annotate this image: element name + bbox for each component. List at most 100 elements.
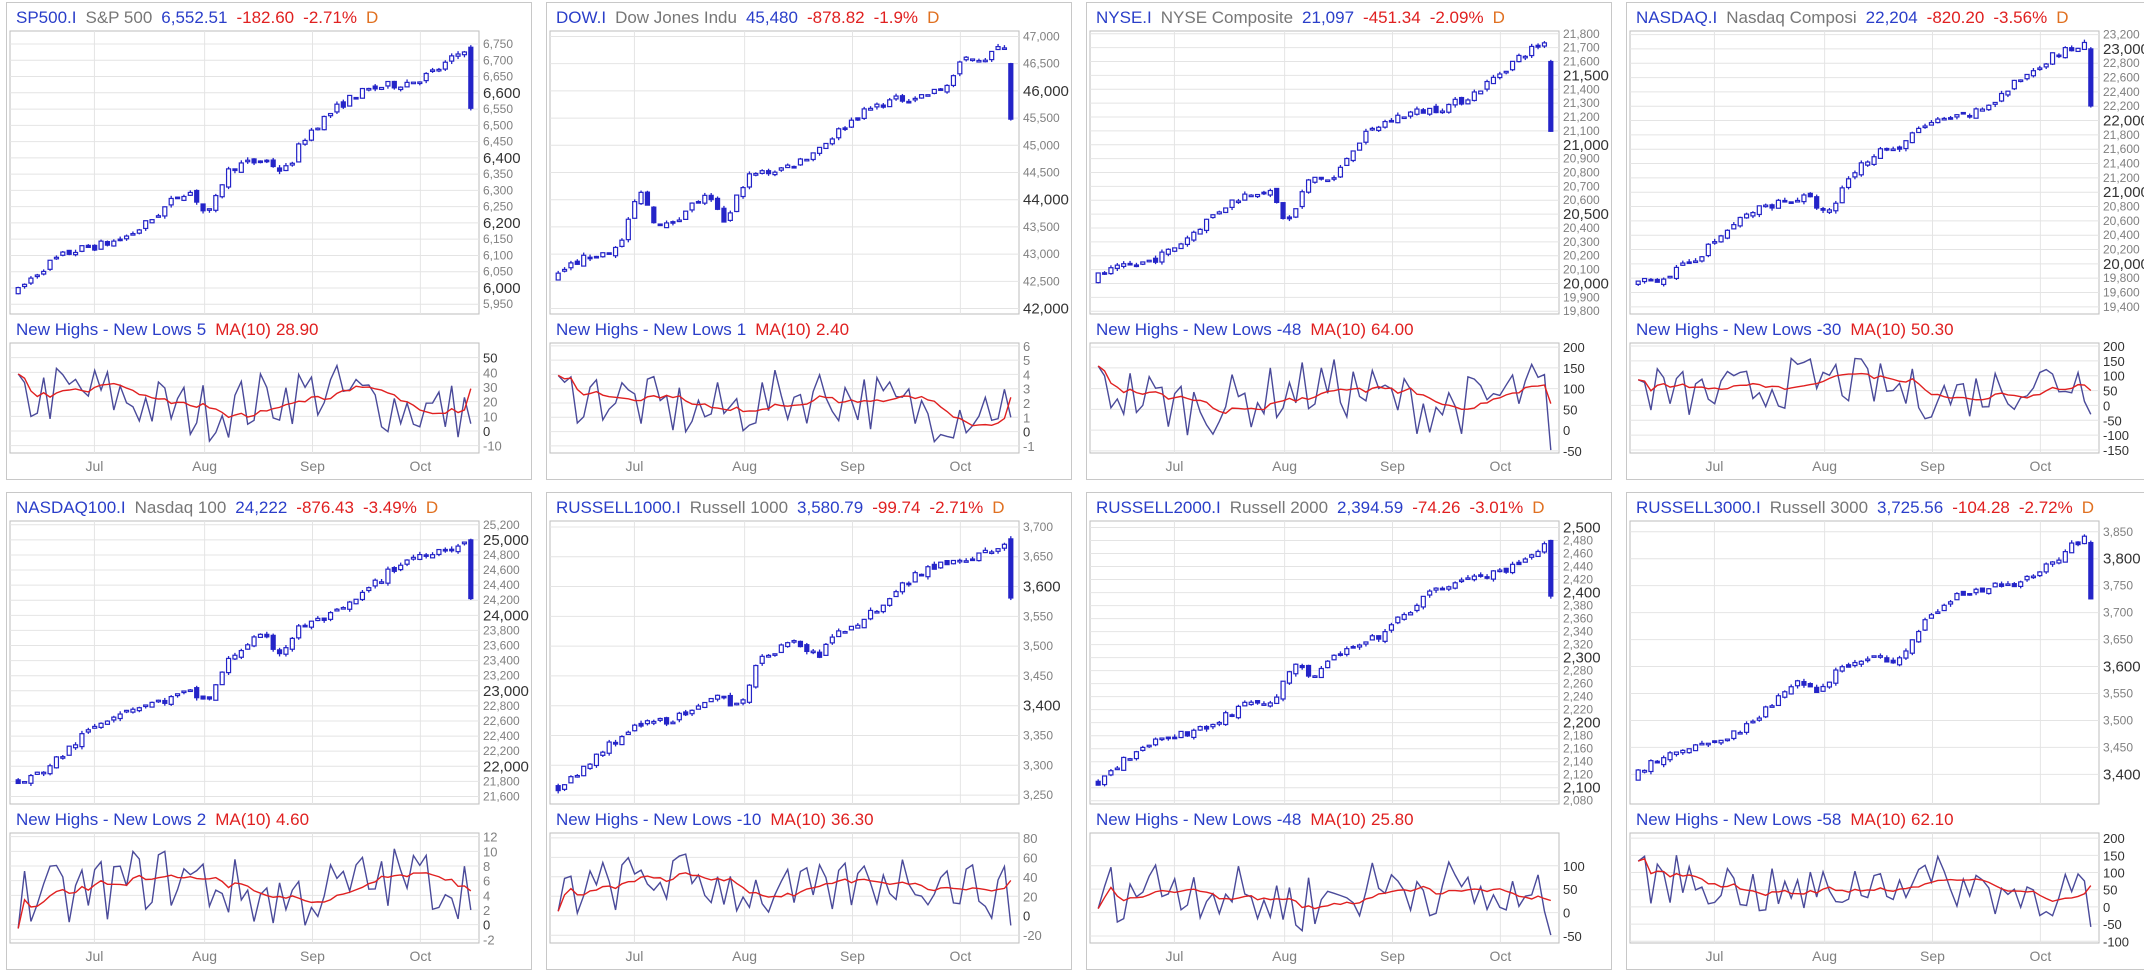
- period-label[interactable]: D: [366, 8, 379, 27]
- candle: [206, 696, 213, 701]
- candle: [619, 735, 625, 746]
- candle: [778, 167, 784, 172]
- candle: [836, 628, 842, 638]
- chart-svg: 21,500 21,000 20,500 20,000 21,80021,70021,6…: [1089, 27, 1609, 474]
- price-tick-label: 22,400: [2103, 85, 2140, 99]
- indicator-header: New Highs - New Lows -10 MA(10) 36.30: [556, 809, 883, 831]
- indicator-label: New Highs - New Lows: [1636, 810, 1812, 829]
- candle: [810, 648, 816, 655]
- candle: [989, 50, 995, 62]
- percent-change: -3.49%: [362, 498, 417, 517]
- candle: [429, 552, 436, 559]
- chart-header: RUSSELL3000.I Russell 3000 3,725.56 -104.28…: [1636, 497, 2103, 519]
- price-tick-label: 3,450: [2103, 740, 2133, 754]
- candle: [1992, 101, 1998, 108]
- price-tick-label: 21,700: [1563, 41, 1600, 55]
- ma-label: MA(10): [215, 320, 271, 339]
- candle: [1680, 749, 1686, 755]
- candle: [931, 88, 937, 95]
- chart-svg: 6,600 6,400 6,200 6,000 6,750 6,700 6,650 6,550…: [9, 30, 521, 474]
- price-tick-label: 2,380: [1563, 599, 1593, 613]
- indicator-tick-label: -50: [1563, 929, 1582, 944]
- candle: [702, 701, 708, 709]
- candle: [1877, 653, 1884, 659]
- chart-panel[interactable]: NYSE.I NYSE Composite 21,097 -451.34 -2.09% D…: [1086, 2, 1612, 480]
- candle: [1763, 203, 1769, 208]
- candle: [187, 190, 193, 197]
- candle: [848, 117, 855, 128]
- chart-panel[interactable]: RUSSELL2000.I Russell 2000 2,394.59 -74.26-…: [1086, 492, 1612, 970]
- period-label[interactable]: D: [425, 498, 439, 517]
- candle: [1973, 107, 1979, 119]
- candle: [861, 618, 867, 629]
- candle: [1794, 197, 1801, 203]
- x-tick-label: Aug: [732, 458, 757, 474]
- index-name: Nasdaq Composi: [1726, 8, 1857, 27]
- period-label[interactable]: D: [1532, 498, 1545, 517]
- candle: [1705, 243, 1711, 258]
- ma-value: 2.40: [815, 320, 850, 339]
- candle: [1535, 549, 1541, 558]
- candle: [315, 127, 321, 131]
- indicator-value: -48: [1276, 810, 1302, 829]
- period-label[interactable]: D: [2081, 498, 2095, 517]
- candle: [53, 255, 60, 260]
- candle: [1503, 70, 1509, 75]
- chart-panel[interactable]: SP500.I S&P 500 6,552.51 -182.60 -2.71% D New …: [6, 2, 532, 480]
- candle: [79, 730, 85, 750]
- index-name: S&P 500: [85, 8, 153, 27]
- candle: [714, 196, 721, 211]
- candle: [1858, 660, 1864, 667]
- indicator-tick-label: 40: [1023, 870, 1037, 885]
- price-tick-label-major: 3,400: [1023, 698, 1061, 715]
- candle: [938, 88, 944, 91]
- candle: [98, 239, 104, 250]
- candle: [219, 671, 225, 686]
- candle: [1712, 740, 1718, 744]
- candle: [1839, 185, 1845, 204]
- indicator-label: New Highs - New Lows: [556, 810, 732, 829]
- price-tick-label-major: 21,000: [1563, 137, 1609, 154]
- candle: [2043, 562, 2049, 574]
- price-tick-label: 20,600: [1563, 193, 1600, 207]
- candle: [1452, 97, 1458, 108]
- indicator-tick-label: 30: [483, 380, 497, 395]
- chart-panel[interactable]: RUSSELL3000.I Russell 3000 3,725.56 -104.28…: [1626, 492, 2144, 970]
- candle: [619, 238, 625, 248]
- symbol-label: RUSSELL3000.I: [1636, 498, 1761, 517]
- price-tick-label: 2,220: [1563, 703, 1593, 717]
- candle: [1673, 751, 1680, 757]
- chart-panel[interactable]: RUSSELL1000.I Russell 1000 3,580.79 -99.74-…: [546, 492, 1072, 970]
- price-tick-label: 45,000: [1023, 138, 1060, 152]
- price-tick-label: 44,500: [1023, 166, 1060, 180]
- candle: [245, 643, 251, 650]
- indicator-tick-label: 200: [2103, 339, 2125, 354]
- candle: [1140, 745, 1146, 752]
- chart-panel[interactable]: DOW.I Dow Jones Indu 45,480 -878.82 -1.9% D Ne…: [546, 2, 1072, 480]
- candle: [1165, 736, 1171, 741]
- period-label[interactable]: D: [1492, 8, 1505, 27]
- chart-panel[interactable]: NASDAQ.I Nasdaq Composi 22,204 -820.20 -3.56…: [1626, 2, 2144, 480]
- candle: [1516, 53, 1522, 63]
- period-label[interactable]: D: [992, 498, 1005, 517]
- candle: [1414, 603, 1420, 613]
- x-tick-label: Jul: [1165, 948, 1183, 964]
- candle: [334, 101, 340, 114]
- candle: [2069, 540, 2075, 554]
- price-tick-label-major: 2,200: [1563, 715, 1601, 732]
- candle: [587, 254, 593, 262]
- candle: [785, 641, 791, 648]
- indicator-tick-label: 40: [483, 365, 497, 380]
- candle: [1395, 112, 1401, 124]
- indicator-header: New Highs - New Lows 5 MA(10) 28.90: [16, 319, 327, 341]
- candle: [194, 685, 200, 701]
- chart-header: NASDAQ100.I Nasdaq 100 24,222 -876.43 -3.49%…: [16, 497, 447, 519]
- price-tick-label-major: 2,500: [1563, 520, 1601, 537]
- chart-panel[interactable]: NASDAQ100.I Nasdaq 100 24,222 -876.43 -3.49%…: [6, 492, 532, 970]
- candle: [92, 723, 98, 729]
- period-label[interactable]: D: [2056, 8, 2069, 27]
- period-label[interactable]: D: [927, 8, 940, 27]
- candle: [1782, 197, 1788, 203]
- candle: [1922, 617, 1928, 632]
- candle: [925, 565, 931, 580]
